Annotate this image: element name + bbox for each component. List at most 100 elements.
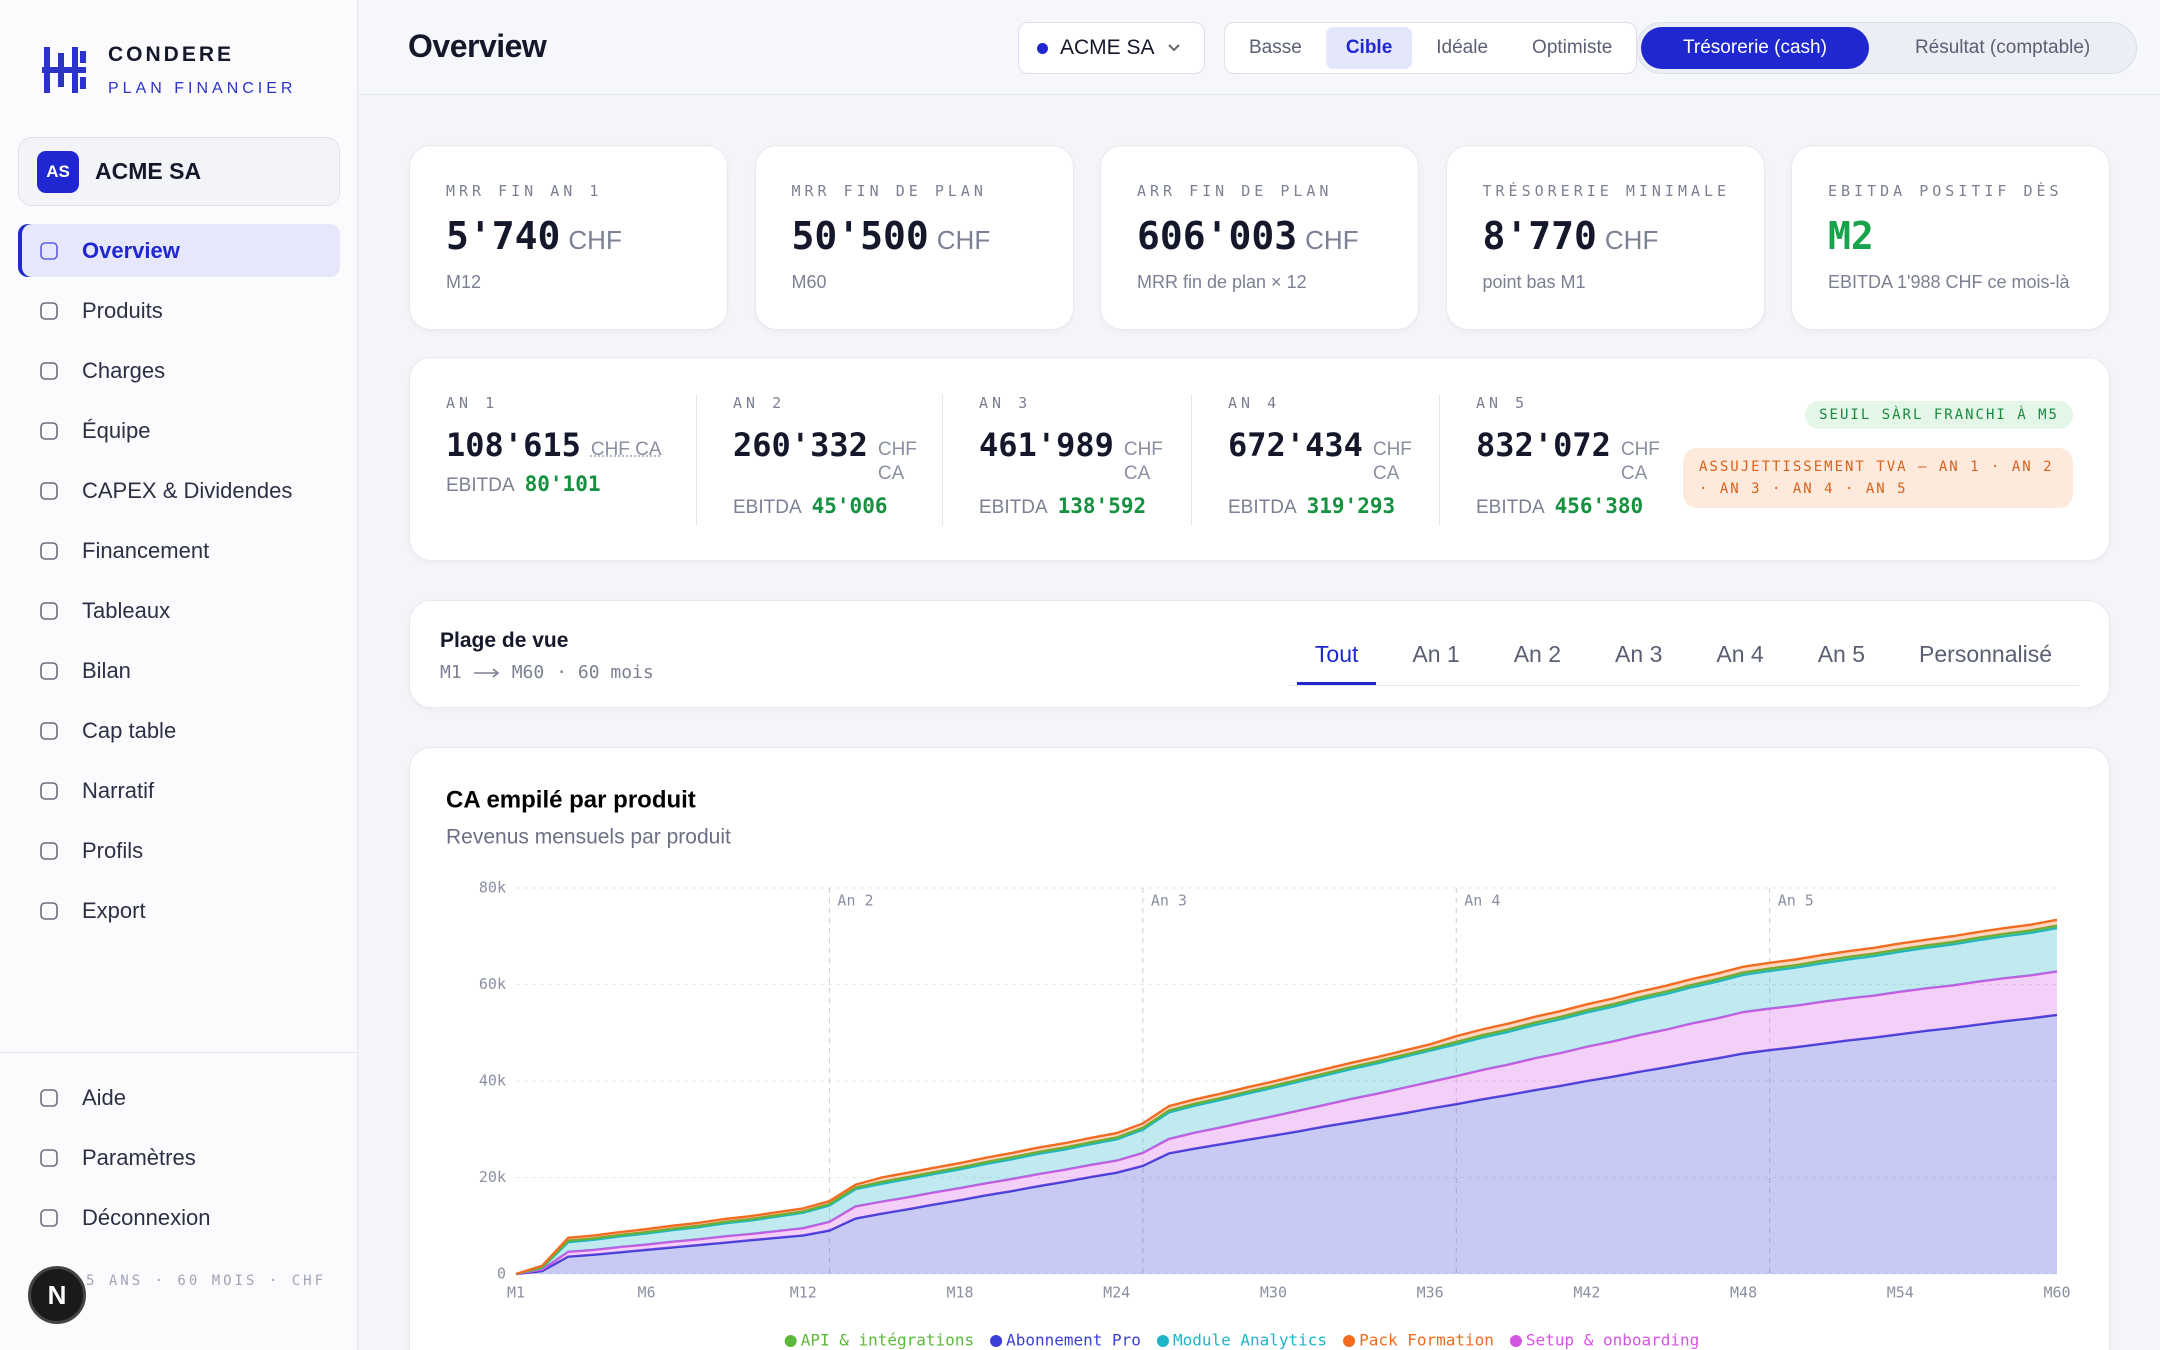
nav-icon [40,541,58,560]
year-column: AN 4 672'434 CHF CA EBITDA 319'293 [1191,394,1425,526]
kpi-value: M2 [1828,214,1874,258]
ebitda-label: EBITDA [446,475,515,496]
kpi-card: TRÉSORERIE MINIMALE 8'770 CHF point bas M1 [1445,145,1765,330]
company-initials: AS [37,150,79,193]
nav-item[interactable]: Tableaux [18,584,340,637]
kpi-note: M12 [446,272,482,292]
legend-swatch [1509,1335,1522,1347]
nav-icon [40,601,58,620]
range-tab[interactable]: An 5 [1817,641,1866,667]
range-detail: · 60 mois [556,662,654,683]
kpi-label: TRÉSORERIE MINIMALE [1482,182,1731,200]
nav-item[interactable]: Produits [18,284,340,337]
nav-label: Équipe [82,417,151,443]
year-label: AN 1 [446,394,499,412]
scenario-option[interactable]: Cible [1325,27,1413,69]
user-avatar[interactable]: N [28,1266,86,1324]
year-label: AN 5 [1476,394,1529,412]
nav-icon [40,1148,58,1167]
year-label: AN 2 [733,394,786,412]
arrow [473,667,499,678]
chevron [1167,44,1180,52]
nav-icon [40,241,58,260]
header: Overview ACME SA Basse Cible Idéale Optimis… [359,0,2160,95]
range-card: Plage de vue M1 M60 · 60 mois Tout An 1 An… [409,600,2110,708]
nav-label: Paramètres [82,1144,196,1170]
nav-label: Aide [82,1084,127,1110]
range-tab[interactable]: An 4 [1716,641,1764,667]
ebitda-label: EBITDA [1228,497,1297,518]
area-line [515,970,2058,1276]
company-switcher[interactable]: AS ACME SA [18,137,340,206]
nav-item[interactable]: CAPEX & Dividendes [18,464,340,517]
x-tick-label: M48 [1730,1284,1757,1302]
company-select[interactable]: ACME SA [1018,22,1205,74]
nav-label: Profils [82,837,144,863]
nav-item[interactable]: Overview [18,224,340,277]
nav-item[interactable]: Paramètres [18,1131,340,1184]
year-unit: CHF CA [1123,439,1163,484]
nav-label: Bilan [82,657,131,683]
company-name: ACME SA [95,158,202,184]
area-line [515,926,2058,1276]
scenario-option[interactable]: Idéale [1436,37,1489,58]
range-tab[interactable]: An 1 [1412,641,1460,667]
nav-item[interactable]: Profils [18,824,340,877]
scenario-option[interactable]: Basse [1249,37,1302,58]
footer-nav: Aide Paramètres Déconnexion [18,1071,340,1251]
range-tab[interactable]: An 2 [1513,641,1562,667]
year-ebitda-row: EBITDA 456'380 [1476,494,1673,519]
nav-item[interactable]: Déconnexion [18,1191,340,1244]
plan-note: 5 ANS · 60 MOIS · CHF [86,1273,327,1289]
year-unit: CHF CA [1372,439,1412,484]
nav-label: Tableaux [82,597,171,623]
scenario-option[interactable]: Optimiste [1532,37,1613,58]
chart-title: CA empilé par produit [446,786,696,813]
nav-item[interactable]: Financement [18,524,340,577]
year-ebitda-row: EBITDA 138'592 [979,494,1176,519]
x-tick-label: M6 [638,1284,656,1302]
brand-tagline: PLAN FINANCIER [108,80,297,97]
nav-icon [40,1088,58,1107]
nav-item[interactable]: Équipe [18,404,340,457]
view-option[interactable]: Résultat (comptable) [1914,37,2091,58]
year-unit: CHF CA [877,439,917,484]
nav-icon [40,361,58,380]
nav-item[interactable]: Narratif [18,764,340,817]
year-label: AN 4 [1228,394,1281,412]
year-unit: CHF CA [1620,439,1660,484]
year-ebitda: 456'380 [1554,494,1644,518]
nav-item[interactable]: Export [18,884,340,937]
year-ebitda: 138'592 [1057,494,1147,518]
year-ebitda: 319'293 [1306,494,1396,518]
range-tab[interactable]: Personnalisé [1919,641,2052,667]
y-tick-label: 20k [479,1168,506,1186]
kpi-note: M60 [791,272,827,292]
year-revenue: 672'434 [1228,426,1363,464]
nav-label: Charges [82,357,166,383]
nav-icon [40,301,58,320]
nav-item[interactable]: Aide [18,1071,340,1124]
view-option[interactable]: Trésorerie (cash) [1641,27,1869,69]
nav-icon [40,1208,58,1227]
kpi-label: ARR FIN DE PLAN [1137,182,1333,200]
kpi-card: MRR FIN DE PLAN 50'500 CHF M60 [754,145,1074,330]
range-summary: M1 M60 · 60 mois [440,662,654,683]
legend-label: Pack Formation [1359,1331,1494,1350]
nav-item[interactable]: Charges [18,344,340,397]
x-tick-label: M54 [1887,1284,1914,1302]
range-tab[interactable]: An 3 [1615,641,1663,667]
kpi-unit: CHF [936,225,991,255]
area-line [515,924,2058,1276]
year-revenue: 108'615 [446,426,581,464]
kpi-label: EBITDA POSITIF DÈS [1828,182,2063,200]
year-revenue-row: 260'332 CHF CA [733,426,930,486]
kpi-value: 606'003 [1137,214,1298,258]
kpi-note: point bas M1 [1482,272,1586,292]
nav-item[interactable]: Cap table [18,704,340,757]
nav-item[interactable]: Bilan [18,644,340,697]
range-tab[interactable]: Tout [1296,633,1377,685]
badge-tva: ASSUJETTISSEMENT TVA — AN 1 · AN 2 · AN … [1683,448,2073,508]
view-switch: Trésorerie (cash) Résultat (comptable) [1636,22,2138,74]
